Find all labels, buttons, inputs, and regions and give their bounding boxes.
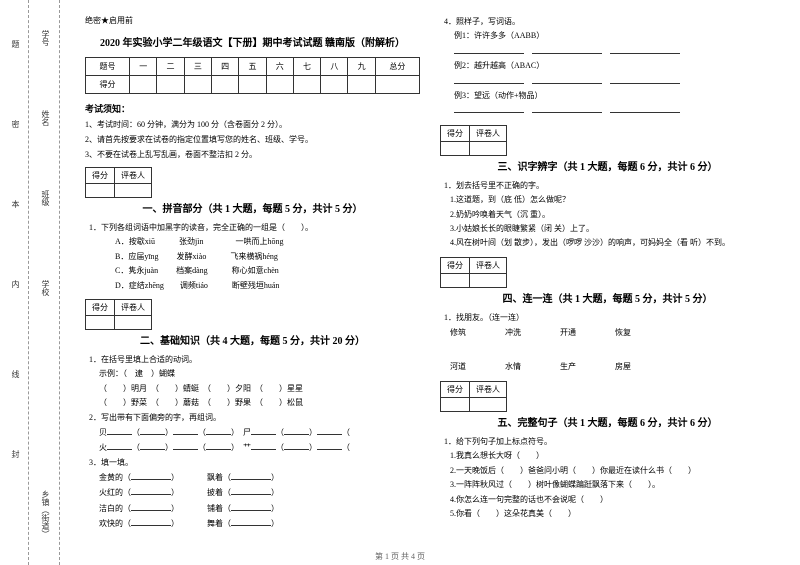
match-row-1: 修筑冲洗开通恢复 xyxy=(450,325,775,341)
fill-row: 欢快的（） 舞着（） xyxy=(99,516,420,531)
match-row-2: 河道水情生产房屋 xyxy=(450,359,775,375)
label-student-id: 学号 xyxy=(40,30,51,46)
opt-a: A．按歇xiū 张劲jìn 一哄而上hōng xyxy=(115,235,420,249)
blank-row xyxy=(454,74,775,89)
scorer-box: 得分评卷人 xyxy=(440,381,507,412)
scorer-box: 得分评卷人 xyxy=(85,299,152,330)
radical-row: 火（）（） 艹（）（ xyxy=(99,440,420,455)
q3-line: 1.这道题，到（底 低）怎么做呢？ xyxy=(450,193,775,207)
q5-line: 2.一天晚饭后（ ）爸爸问小明（ ）你最近在读什么书（ ） xyxy=(450,464,775,478)
exam-title: 2020 年实验小学二年级语文【下册】期中考试试题 赣南版（附解析） xyxy=(85,34,420,49)
q1-stem: 1．下列各组词语中加黑字的读音，完全正确的一组是（ ）。 xyxy=(89,221,420,235)
opt-b: B．应届yīng 发酵xiào 飞来横祸héng xyxy=(115,250,420,264)
scorer-box: 得分评卷人 xyxy=(440,257,507,288)
inner-label: 密 xyxy=(10,120,21,128)
label-town: 乡镇（街道） xyxy=(40,490,51,538)
blank-row xyxy=(454,44,775,59)
section-2-title: 二、基础知识（共 4 大题，每题 5 分，共计 20 分） xyxy=(85,332,420,347)
blank-row xyxy=(454,103,775,118)
q5-line: 5.你看（ ）这朵花真美（ ） xyxy=(450,507,775,521)
example-3: 例3：望远（动作+物品） xyxy=(454,89,775,103)
score-table: 题号一二 三四五 六七八 九总分 得分 xyxy=(85,57,420,94)
q2-4: 4．照样子，写词语。 xyxy=(444,15,775,29)
q5-line: 3.一阵阵秋风过（ ）树叶像蝴蝶蹁跹飘落下来（ ）。 xyxy=(450,478,775,492)
fill-row: 洁白的（） 铺着（） xyxy=(99,501,420,516)
page-number: 第 1 页 共 4 页 xyxy=(0,551,800,562)
q2-blanks: （ ）明月 （ ）蜻蜓 （ ）夕阳 （ ）星星 xyxy=(99,382,420,396)
opt-c: C．隽永juàn 档案dàng 称心如意chèn xyxy=(115,264,420,278)
notice-heading: 考试须知： xyxy=(85,102,420,115)
q3-line: 2.奶奶吟唤着天气（沉 重）。 xyxy=(450,208,775,222)
q2-blanks: （ ）野菜 （ ）蘑菇 （ ）野果 （ ）松鼠 xyxy=(99,396,420,410)
scorer-box: 得分评卷人 xyxy=(85,167,152,198)
inner-label: 封 xyxy=(10,450,21,458)
q3-stem: 1．划去括号里不正确的字。 xyxy=(444,179,775,193)
q5-line: 4.你怎么连一句完整的话也不会说呢（ ） xyxy=(450,493,775,507)
label-class: 班级 xyxy=(40,190,51,206)
q2-1: 1．在括号里填上合适的动词。 xyxy=(89,353,420,367)
q2-3: 3．填一填。 xyxy=(89,456,420,470)
inner-label: 内 xyxy=(10,280,21,288)
section-1-title: 一、拼音部分（共 1 大题，每题 5 分，共计 5 分） xyxy=(85,200,420,215)
fill-row: 金黄的（） 飘着（） xyxy=(99,470,420,485)
section-5-title: 五、完整句子（共 1 大题，每题 6 分，共计 6 分） xyxy=(440,414,775,429)
label-school: 学校 xyxy=(40,280,51,296)
section-3-title: 三、识字辨字（共 1 大题，每题 6 分，共计 6 分） xyxy=(440,158,775,173)
inner-label: 线 xyxy=(10,370,21,378)
inner-label: 题 xyxy=(10,40,21,48)
opt-d: D．症结zhēng 调频tiáo 断壁残垣huán xyxy=(115,279,420,293)
q3-line: 3.小姑娘长长的眼睫繁紧（闭 关）上了。 xyxy=(450,222,775,236)
q2-example: 示例：（ 逮 ）蝴蝶 xyxy=(99,367,420,381)
inner-label: 本 xyxy=(10,200,21,208)
q5-line: 1.我真么想长大呀（ ） xyxy=(450,449,775,463)
example-1: 例1：许许多多（AABB） xyxy=(454,29,775,43)
label-name: 姓名 xyxy=(40,110,51,126)
q4-stem: 1．找朋友。（连一连） xyxy=(444,311,775,325)
example-2: 例2：越升越高（ABAC） xyxy=(454,59,775,73)
q5-stem: 1．给下列句子加上标点符号。 xyxy=(444,435,775,449)
q3-line: 4.风在树叶间（划 散步），发出（啰啰 沙沙）的响声，可妈妈全（看 听）不到。 xyxy=(450,236,775,250)
scorer-box: 得分评卷人 xyxy=(440,125,507,156)
radical-row: 贝（）（） 尸（）（ xyxy=(99,425,420,440)
notice-list: 1、考试时间：60 分钟，满分为 100 分（含卷面分 2 分）。 2、请首先按… xyxy=(85,119,420,161)
secret-label: 绝密★启用前 xyxy=(85,15,420,26)
fill-row: 火红的（） 披着（） xyxy=(99,485,420,500)
q2-2: 2．写出带有下面偏旁的字，再组词。 xyxy=(89,411,420,425)
section-4-title: 四、连一连（共 1 大题，每题 5 分，共计 5 分） xyxy=(440,290,775,305)
